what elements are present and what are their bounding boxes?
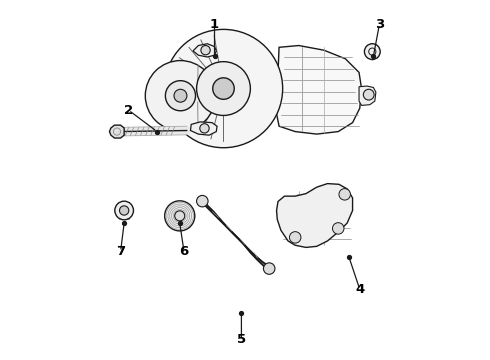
Text: 7: 7 — [116, 245, 125, 258]
Circle shape — [264, 263, 275, 274]
Circle shape — [201, 45, 210, 55]
Circle shape — [165, 201, 195, 231]
Polygon shape — [109, 125, 124, 138]
Circle shape — [213, 78, 234, 99]
Text: 6: 6 — [179, 245, 189, 258]
Circle shape — [196, 62, 250, 116]
Text: 4: 4 — [355, 283, 365, 296]
Polygon shape — [276, 184, 353, 247]
Polygon shape — [193, 44, 216, 57]
Polygon shape — [275, 45, 362, 134]
Polygon shape — [359, 86, 376, 105]
Circle shape — [339, 189, 350, 200]
Circle shape — [175, 211, 185, 221]
Circle shape — [333, 223, 344, 234]
Text: 1: 1 — [210, 18, 219, 31]
Circle shape — [200, 124, 209, 133]
Circle shape — [196, 195, 208, 207]
Text: 2: 2 — [124, 104, 133, 117]
Polygon shape — [191, 122, 217, 135]
Circle shape — [290, 231, 301, 243]
Circle shape — [120, 206, 129, 215]
Circle shape — [365, 44, 380, 59]
Circle shape — [146, 60, 216, 131]
Circle shape — [174, 89, 187, 102]
Text: 3: 3 — [375, 18, 384, 31]
Circle shape — [115, 201, 133, 220]
Circle shape — [166, 81, 196, 111]
Circle shape — [364, 89, 374, 100]
Circle shape — [164, 30, 283, 148]
Text: 5: 5 — [237, 333, 246, 346]
